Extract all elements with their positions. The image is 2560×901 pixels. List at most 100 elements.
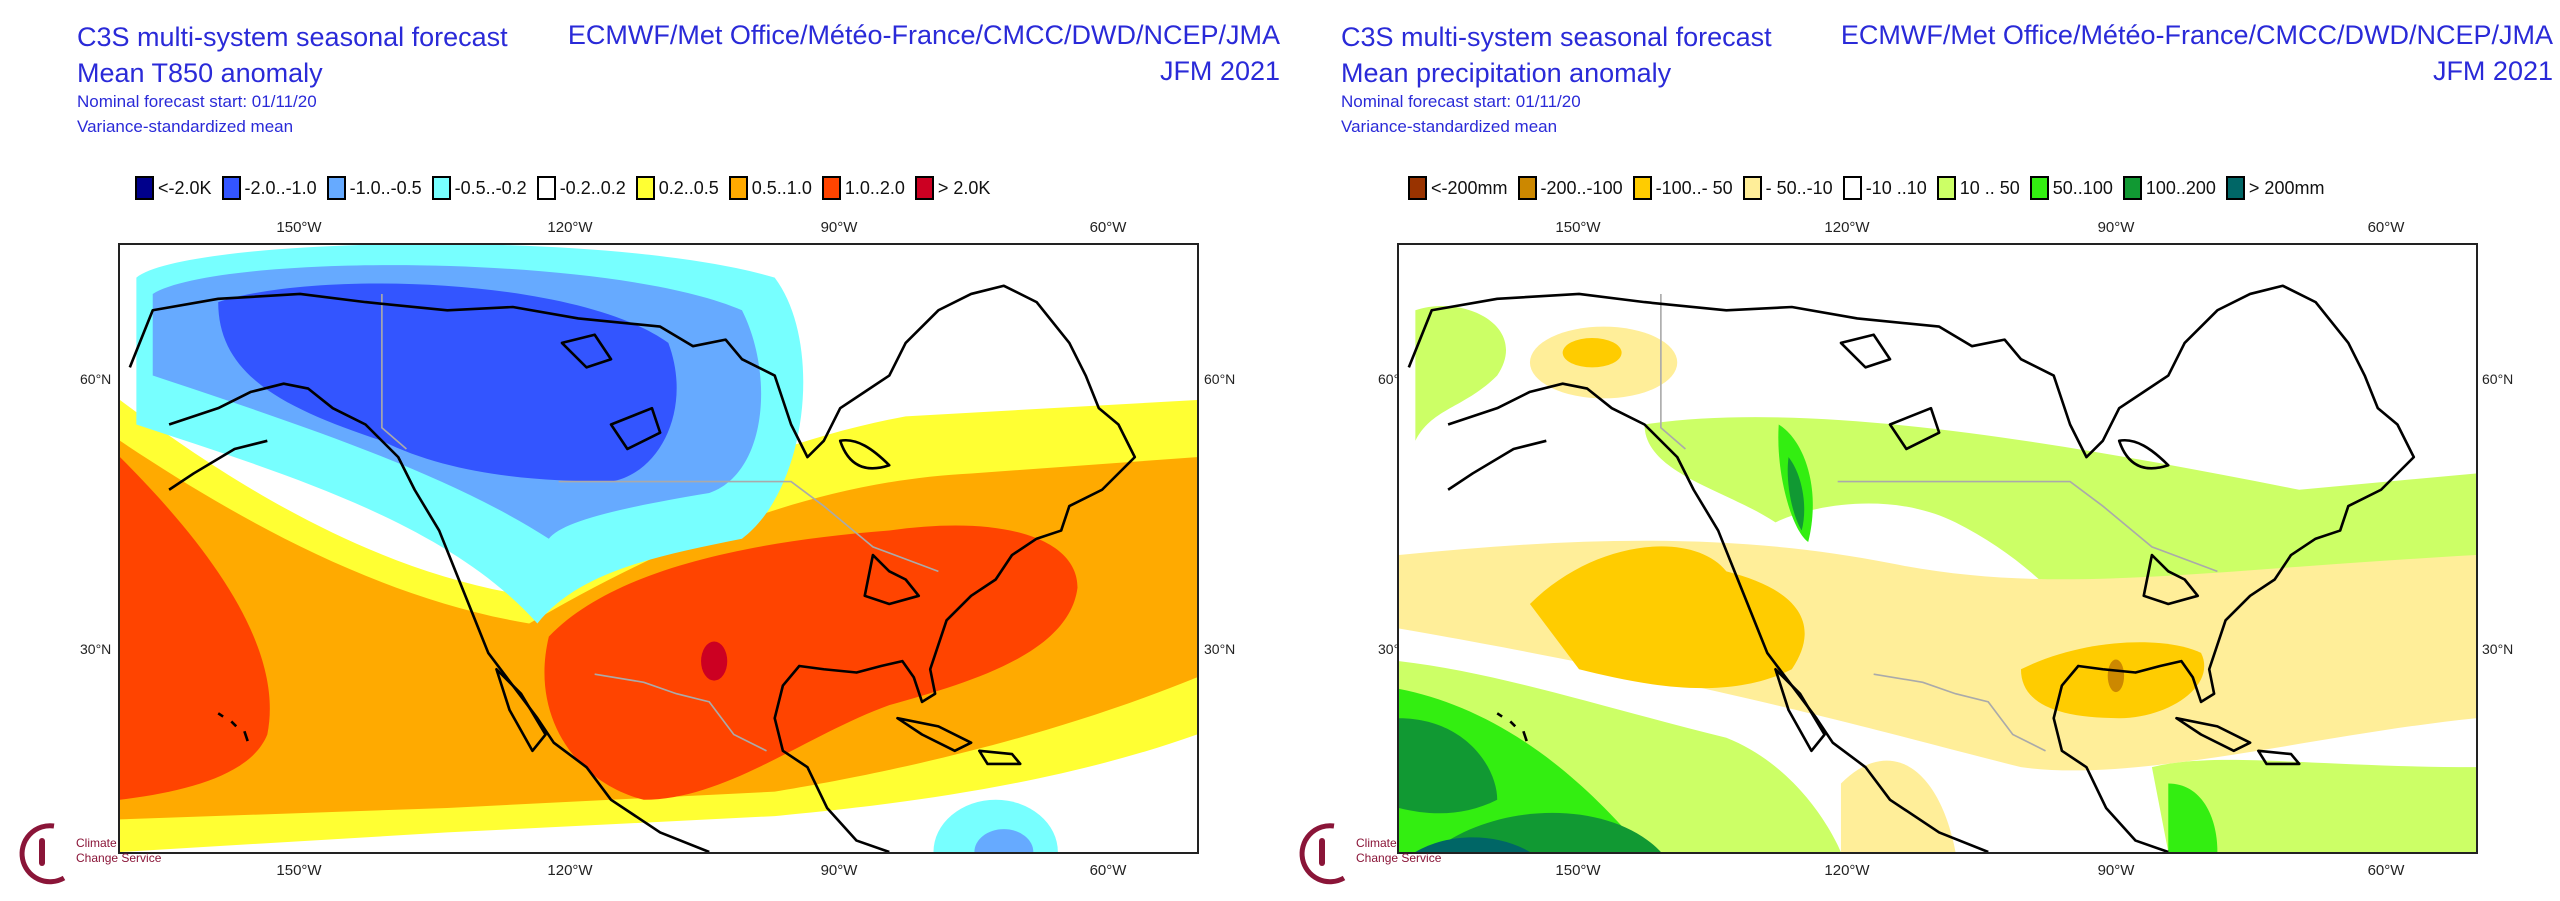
lon-tick-top: 150°W: [1555, 219, 1601, 236]
lat-tick-left: 30°N: [80, 641, 112, 657]
legend-swatch: [914, 176, 934, 200]
logo-text: Change Service: [1356, 851, 1442, 865]
legend-label: -10 ..10: [1865, 177, 1927, 198]
legend-swatch: [728, 176, 748, 200]
lat-tick-left: 60°N: [80, 371, 112, 387]
legend-label: > 2.0K: [937, 177, 991, 198]
t850-panel: C3S multi-system seasonal forecast Mean …: [14, 20, 1280, 898]
lon-tick-bottom: 90°W: [820, 862, 858, 879]
lon-tick-top: 60°W: [2367, 219, 2405, 236]
lon-tick-top: 120°W: [1824, 219, 1870, 236]
legend-swatch: [135, 176, 154, 200]
panel-title: C3S multi-system seasonal forecast: [77, 22, 508, 52]
forecast-period: JFM 2021: [2432, 56, 2553, 86]
method-label: Variance-standardized mean: [1341, 117, 1558, 136]
legend-label: -0.2..0.2: [559, 177, 626, 198]
legend-item: -0.5..-0.2: [431, 176, 527, 200]
legend-swatch: [2029, 176, 2049, 200]
legend-swatch: [1936, 176, 1956, 200]
lon-tick-top: 90°W: [820, 219, 858, 236]
forecast-period: JFM 2021: [1159, 56, 1280, 86]
logo-text: Climate: [1356, 836, 1397, 850]
lon-tick-bottom: 150°W: [276, 862, 322, 879]
lon-tick-top: 120°W: [547, 219, 593, 236]
legend-swatch: [2225, 176, 2245, 200]
legend-label: <-2.0K: [158, 177, 212, 198]
legend-label: -2.0..-1.0: [244, 177, 317, 198]
contour-above-200: [1415, 837, 1530, 852]
copernicus-climate-logo: Climate Change Service: [1294, 818, 1494, 898]
legend-label: -200..-100: [1540, 177, 1623, 198]
method-label: Variance-standardized mean: [77, 117, 294, 136]
legend-item: <-200mm: [1408, 176, 1508, 200]
contour-above-2.0: [701, 641, 728, 681]
forecast-start: Nominal forecast start: 01/11/20: [1341, 92, 1581, 111]
lat-tick-right: 30°N: [2482, 641, 2514, 657]
legend-item: 1.0..2.0: [821, 176, 905, 200]
logo-text: Climate: [76, 836, 117, 850]
lon-tick-bottom: 60°W: [1089, 862, 1127, 879]
lat-tick-right: 60°N: [2482, 371, 2514, 387]
legend-swatch: [536, 176, 556, 200]
legend-swatch: [1742, 176, 1762, 200]
legend-item: > 2.0K: [914, 176, 991, 200]
contour-1.0-2.0-pacific: [120, 457, 270, 800]
legend-label: 0.5..1.0: [751, 177, 812, 198]
legend-label: 0.2..0.5: [658, 177, 719, 198]
legend-item: <-2.0K: [135, 176, 212, 200]
legend-swatch: [1632, 176, 1652, 200]
panel-subtitle: Mean precipitation anomaly: [1341, 58, 1672, 88]
legend-item: 0.5..1.0: [728, 176, 812, 200]
legend-item: -10 ..10: [1842, 176, 1927, 200]
legend-label: 50..100: [2052, 177, 2113, 198]
legend-swatch: [326, 176, 346, 200]
legend-swatch: [431, 176, 451, 200]
lon-tick-bottom: 150°W: [1555, 862, 1601, 879]
lon-tick-top: 60°W: [1089, 219, 1127, 236]
legend-item: -1.0..-0.5: [326, 176, 422, 200]
forecast-start: Nominal forecast start: 01/11/20: [77, 92, 317, 111]
legend-label: 100..200: [2145, 177, 2216, 198]
legend-label: -0.5..-0.2: [454, 177, 527, 198]
legend-item: 100..200: [2122, 176, 2216, 200]
legend-item: 50..100: [2029, 176, 2113, 200]
legend-item: 10 .. 50: [1936, 176, 2020, 200]
legend-swatch: [221, 176, 241, 200]
legend-swatch: [1517, 176, 1537, 200]
precip-panel: C3S multi-system seasonal forecast Mean …: [1280, 0, 2560, 901]
legend-swatch: [1842, 176, 1862, 200]
legend-label: > 200mm: [2248, 177, 2325, 198]
legend: <-2.0K -2.0..-1.0 -1.0..-0.5 -0.5..-0.2 -0.2…: [135, 176, 990, 200]
contour-100-200: [1399, 718, 1498, 814]
providers: ECMWF/Met Office/Météo-France/CMCC/DWD/N…: [1840, 20, 2553, 50]
legend-item: 0.2..0.5: [635, 176, 719, 200]
legend: <-200mm -200..-100 -100..- 50 - 50..-10 -10 …: [1408, 176, 2324, 200]
contour-neg100-50: [1529, 546, 1805, 689]
panel-title: C3S multi-system seasonal forecast: [1341, 22, 1772, 52]
lon-tick-bottom: 120°W: [547, 862, 593, 879]
precip-map: [1397, 243, 2478, 854]
legend-label: - 50..-10: [1765, 177, 1833, 198]
legend-item: -2.0..-1.0: [221, 176, 317, 200]
legend-item: -100..- 50: [1632, 176, 1733, 200]
legend-item: -0.2..0.2: [536, 176, 626, 200]
legend-label: 1.0..2.0: [844, 177, 905, 198]
legend-swatch: [635, 176, 655, 200]
panel-subtitle: Mean T850 anomaly: [77, 58, 323, 88]
lat-tick-right: 30°N: [1204, 641, 1236, 657]
providers: ECMWF/Met Office/Météo-France/CMCC/DWD/N…: [567, 20, 1280, 50]
legend-label: <-200mm: [1431, 177, 1508, 198]
legend-item: - 50..-10: [1742, 176, 1833, 200]
t850-map: [118, 243, 1199, 854]
copernicus-climate-logo: Climate Change Service: [14, 818, 214, 898]
legend-item: > 200mm: [2225, 176, 2325, 200]
legend-swatch: [2122, 176, 2142, 200]
legend-item: -200..-100: [1517, 176, 1623, 200]
contour-1.0-2.0-us: [544, 525, 1078, 800]
lon-tick-bottom: 90°W: [2097, 862, 2135, 879]
contour-neg-2.0-1.0: [218, 283, 677, 482]
lon-tick-bottom: 60°W: [2367, 862, 2405, 879]
lat-tick-right: 60°N: [1204, 371, 1236, 387]
legend-swatch: [1408, 176, 1427, 200]
logo-text: Change Service: [76, 851, 162, 865]
